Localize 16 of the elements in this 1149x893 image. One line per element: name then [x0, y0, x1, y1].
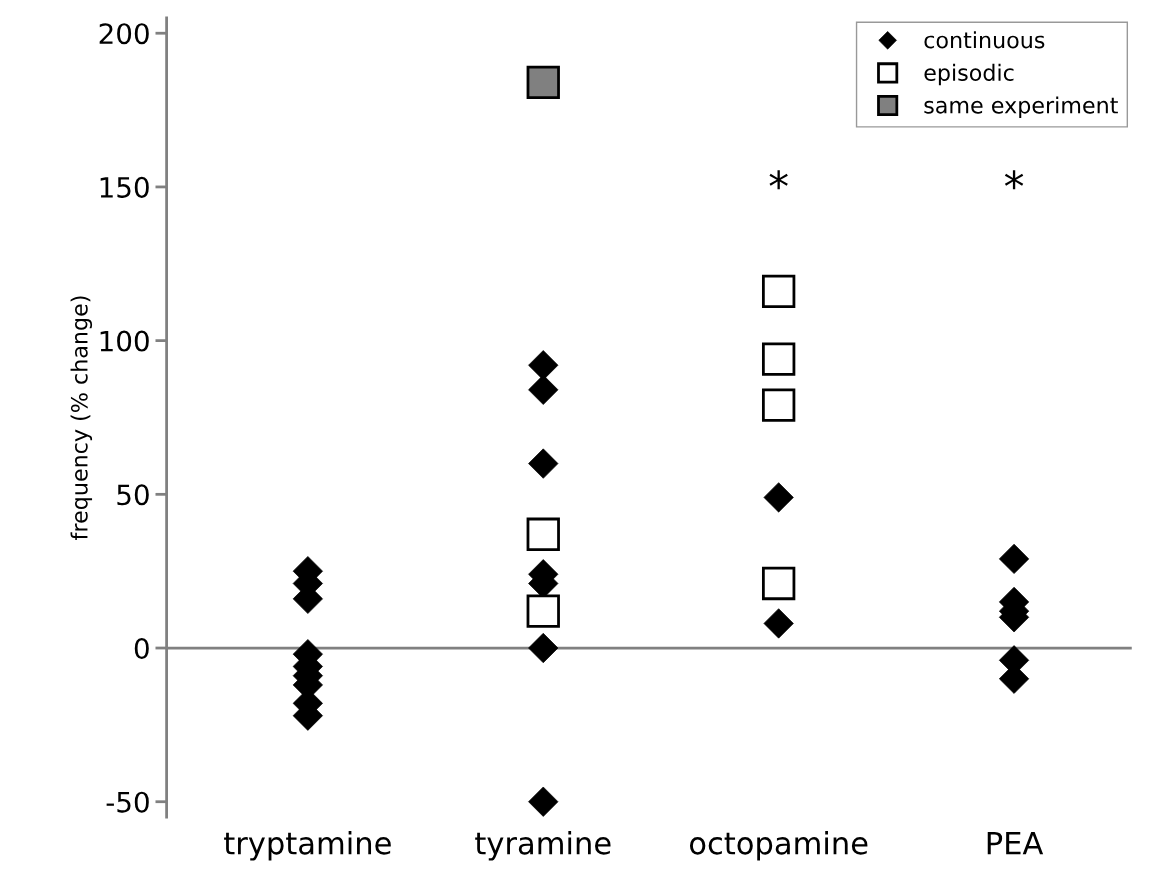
y-tick-label: 100: [100, 330, 149, 352]
x-tick-label: tryptamine: [224, 830, 391, 861]
x-tick-label: octopamine: [689, 830, 868, 861]
annotation: *: [769, 170, 788, 190]
legend-label: episodic: [924, 63, 1014, 86]
annotation: *: [1004, 170, 1024, 190]
legend-label: continuous: [924, 31, 1045, 49]
y-tick-label: -50: [106, 791, 149, 813]
x-tick-label: tyramine: [475, 830, 611, 861]
y-tick-label: 150: [100, 176, 149, 198]
y-tick-label: 0: [134, 637, 149, 659]
legend-label: same experiment: [924, 96, 1118, 118]
y-tick-label: 50: [117, 484, 149, 506]
y-axis-title: frequency (% change): [70, 296, 93, 540]
y-tick-label: 200: [99, 23, 149, 45]
x-tick-label: PEA: [987, 831, 1044, 855]
